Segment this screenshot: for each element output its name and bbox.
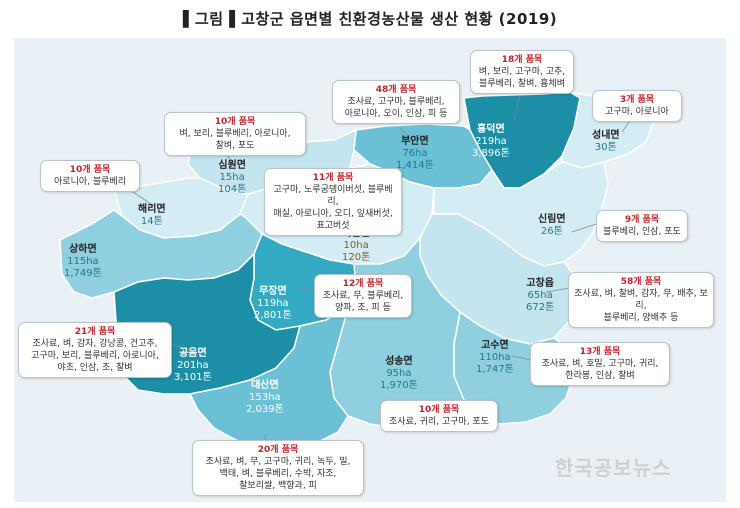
callout-asan: 11개 품목 고구마, 노루궁뎅이버섯, 블루베리, 매실, 아로니아, 오디, … [264, 168, 402, 236]
label-mujang: 무장면 119ha 2,801톤 [254, 286, 292, 321]
label-heungdeok: 흥덕면 219ha 3,896톤 [472, 124, 510, 159]
label-daesan: 대산면 153ha 2,039톤 [246, 380, 284, 415]
callout-seongnae: 3개 품목 고구마, 아로니아 [592, 90, 682, 122]
label-buan: 부안면 76ha 1,414톤 [396, 136, 434, 171]
callout-buan: 48개 품목 조사료, 고구마, 블루베리, 아로니아, 오이, 인삼, 피 등 [332, 80, 460, 124]
callout-mujang: 12개 품목 조사료, 무, 블루베리, 양파, 조, 피 등 [314, 274, 412, 318]
callout-daesan: 20개 품목 조사료, 벼, 무, 고구마, 귀리, 녹두, 밀, 백태, 벼, … [192, 440, 364, 496]
label-sinrim: 신림면 26톤 [538, 214, 566, 237]
label-haeri: 해리면 14톤 [138, 204, 166, 227]
label-gongeum: 공음면 201ha 3,101톤 [174, 348, 212, 383]
region-sinrim[interactable] [433, 161, 609, 267]
label-seongnae: 성내면 30톤 [592, 130, 620, 153]
watermark: 한국공보뉴스 [555, 456, 672, 480]
label-seongsong: 성송면 95ha 1,970톤 [380, 356, 418, 391]
page-title: ▌그림▐ 고창군 읍면별 친환경농산물 생산 현황 (2019) [182, 10, 558, 28]
map-stage: 흥덕면 219ha 3,896톤 성내면 30톤 부안면 76ha 1,414톤 심원면 1… [14, 38, 726, 502]
callout-gochang: 58개 품목 조사료, 벼, 찰벼, 감자, 무, 배추, 보리, 블루베리, 양… [568, 272, 714, 328]
callout-heungdeok: 18개 품목 벼, 보리, 고구마, 고추, 블루베리, 찰벼, 흉체벼 [470, 50, 574, 94]
callout-haeri: 10개 품목 아로니아, 블루베리 [40, 160, 140, 192]
callout-gongeum: 21개 품목 조사료, 벼, 감자, 강낭콩, 건고추, 고구마, 보리, 블루베… [18, 322, 172, 378]
label-simwon: 심원면 15ha 104톤 [218, 160, 247, 195]
label-gosu: 고수면 110ha 1,747톤 [476, 340, 514, 375]
label-sangha: 상하면 115ha 1,749톤 [64, 244, 102, 279]
callout-seongsong: 10개 품목 조사료, 귀리, 고구마, 포도 [380, 400, 498, 432]
callout-gosu: 13개 품목 조사료, 벼, 호밀, 고구마, 귀리, 한라봉, 인삼, 찰벼 [530, 342, 670, 386]
label-gochang: 고창읍 65ha 672톤 [526, 278, 555, 313]
callout-sinrim: 9개 품목 블루베리, 인삼, 포도 [596, 210, 688, 242]
callout-simwon: 10개 품목 벼, 보리, 블루베리, 아로니아, 찰벼, 포도 [164, 112, 306, 156]
